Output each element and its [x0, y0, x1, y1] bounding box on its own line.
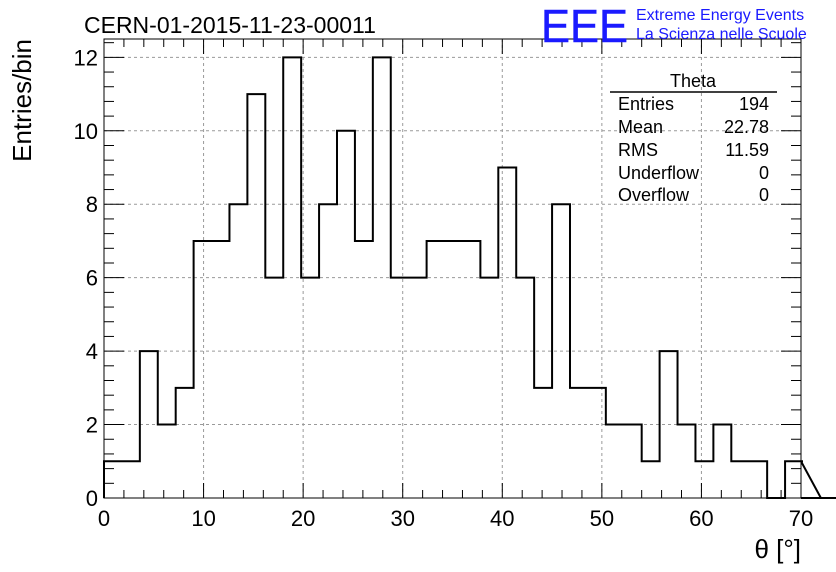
axis-ticks	[103, 39, 802, 499]
stats-label: Mean	[618, 117, 663, 137]
x-axis-label: θ [°]	[754, 534, 801, 564]
y-tick-label: 0	[86, 486, 98, 511]
y-tick-label: 10	[74, 119, 98, 144]
x-tick-labels: 0 10 20 30 40 50 60 70	[98, 506, 813, 531]
stats-label: Entries	[618, 94, 674, 114]
x-tick-label: 20	[291, 506, 315, 531]
eee-logo: EEE	[541, 0, 628, 52]
y-tick-label: 12	[74, 45, 98, 70]
x-tick-label: 60	[689, 506, 713, 531]
x-tick-label: 30	[390, 506, 414, 531]
x-tick-label: 10	[191, 506, 215, 531]
y-tick-labels: 0 2 4 6 8 10 12	[74, 45, 98, 511]
stats-value: 0	[759, 163, 769, 183]
x-tick-label: 50	[590, 506, 614, 531]
stats-label: Overflow	[618, 185, 690, 205]
x-tick-label: 70	[789, 506, 813, 531]
y-tick-label: 2	[86, 413, 98, 438]
x-tick-label: 0	[98, 506, 110, 531]
histogram-line	[103, 56, 836, 499]
y-tick-label: 8	[86, 192, 98, 217]
y-tick-label: 6	[86, 266, 98, 291]
grid-lines	[104, 39, 801, 498]
stats-label: RMS	[618, 140, 658, 160]
stats-value: 194	[739, 94, 769, 114]
stats-value: 22.78	[724, 117, 769, 137]
logo-line-2: La Scienza nelle Scuole	[636, 26, 807, 43]
stats-value: 11.59	[725, 140, 769, 160]
run-title: CERN-01-2015-11-23-00011	[84, 12, 376, 38]
stats-box: Theta Entries 194 Mean 22.78 RMS 11.59 U…	[610, 71, 777, 205]
logo-line-1: Extreme Energy Events	[636, 7, 804, 24]
x-tick-label: 40	[490, 506, 514, 531]
y-axis-label: Entries/bin	[7, 39, 37, 162]
stats-label: Underflow	[618, 163, 700, 183]
y-tick-label: 4	[86, 339, 98, 364]
stats-title: Theta	[670, 71, 717, 91]
plot-frame	[103, 38, 802, 499]
stats-value: 0	[759, 185, 769, 205]
